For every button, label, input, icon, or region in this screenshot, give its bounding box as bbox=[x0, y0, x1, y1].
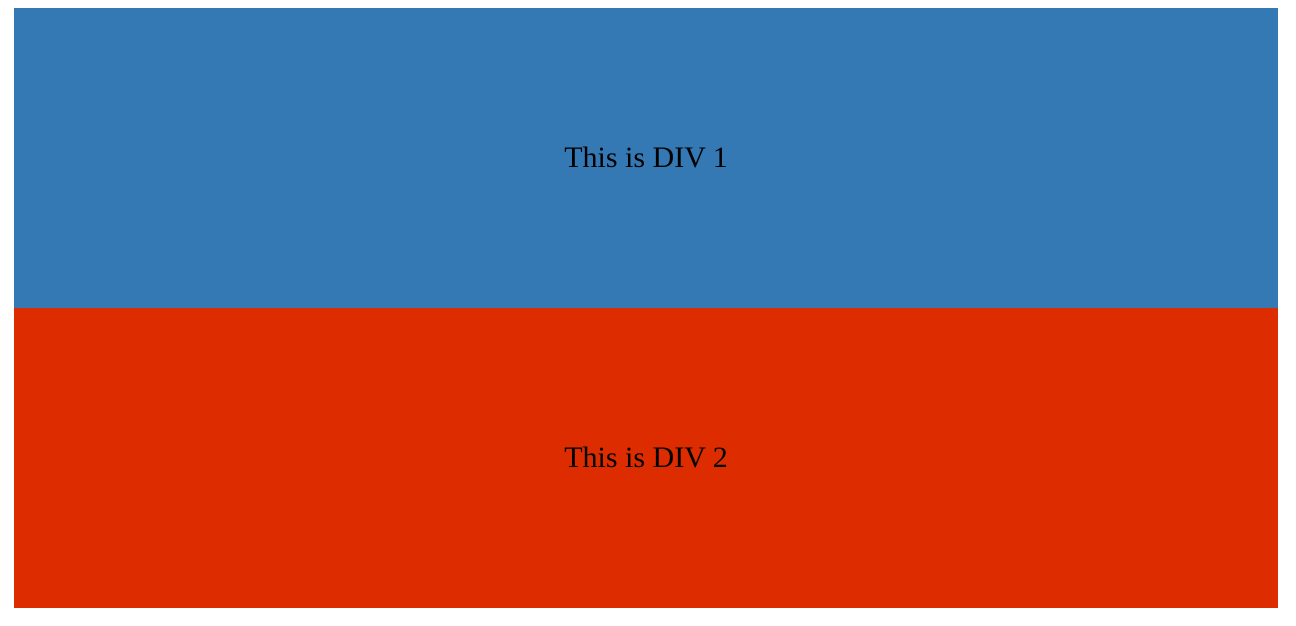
div-2-label: This is DIV 2 bbox=[564, 441, 728, 474]
div-1-label: This is DIV 1 bbox=[564, 141, 728, 174]
div-2-block: This is DIV 2 bbox=[14, 308, 1278, 608]
page-content: This is DIV 1 This is DIV 2 bbox=[14, 8, 1278, 608]
div-1-block: This is DIV 1 bbox=[14, 8, 1278, 308]
